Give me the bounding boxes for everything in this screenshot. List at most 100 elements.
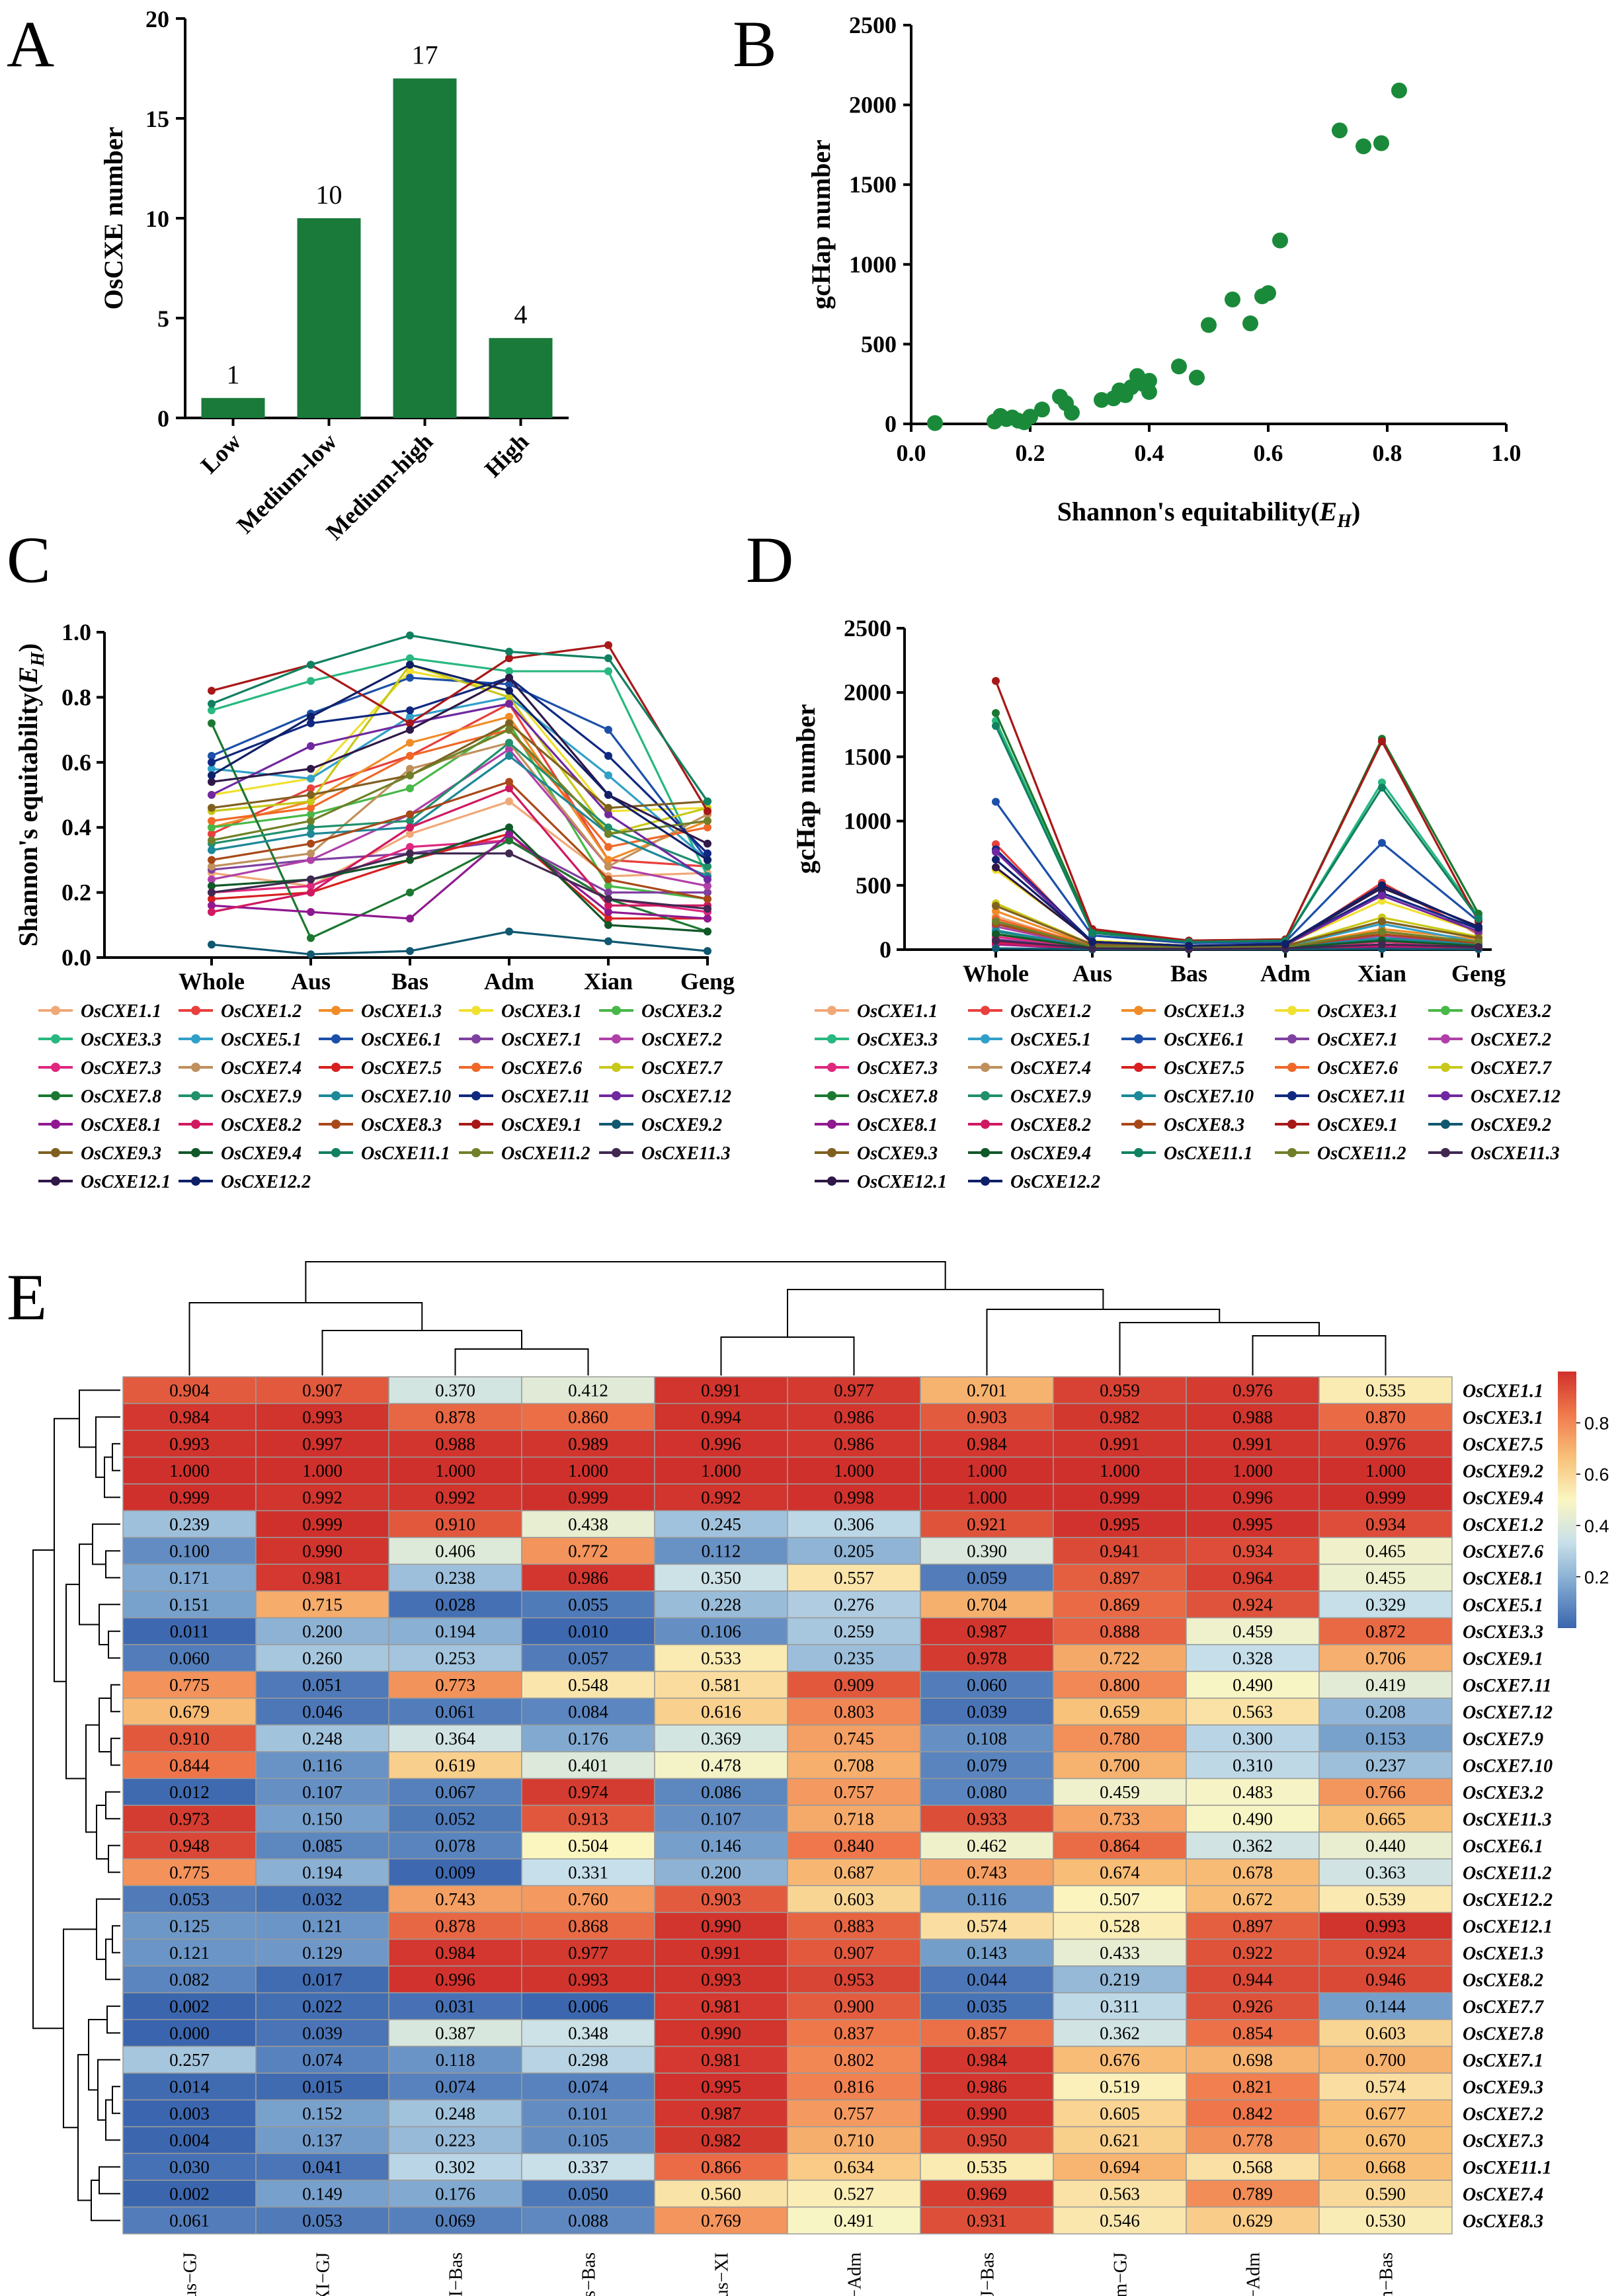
c-series-line <box>211 826 708 933</box>
e-row-label: OsCXE1.2 <box>1463 1515 1543 1536</box>
d-series-point <box>1088 928 1096 937</box>
c-series-point <box>704 927 711 936</box>
d-series-point <box>992 721 1000 730</box>
e-cell-value: 0.362 <box>1233 1836 1273 1856</box>
e-cell <box>1186 2099 1320 2127</box>
e-cell-value: 0.590 <box>1365 2184 1406 2203</box>
e-cell-value: 0.775 <box>169 1675 210 1695</box>
d-series-point <box>992 709 1000 718</box>
e-cell-value: 0.548 <box>568 1675 608 1695</box>
c-legend-label: OsCXE9.2 <box>641 1115 722 1135</box>
d-legend-marker <box>1287 1148 1297 1157</box>
e-cell-value: 0.924 <box>1233 1594 1273 1614</box>
c-series-point <box>307 888 315 897</box>
e-cell-value: 0.563 <box>1233 1702 1273 1721</box>
a-y-axis-label: OsCXE number <box>99 127 128 310</box>
e-cell <box>1318 1751 1453 1780</box>
e-cell-value: 0.300 <box>1233 1729 1273 1748</box>
e-cell-value: 0.678 <box>1233 1862 1273 1882</box>
c-legend-label: OsCXE7.5 <box>361 1058 442 1079</box>
e-cell <box>122 2180 257 2208</box>
e-cell <box>1318 2045 1453 2074</box>
e-cell <box>920 1456 1054 1485</box>
c-legend-marker <box>191 1091 200 1100</box>
d-series-point <box>1378 737 1386 746</box>
e-cell-value: 1.000 <box>302 1461 343 1481</box>
e-cell-value: 0.310 <box>1233 1755 1273 1775</box>
d-x-tick-label: Aus <box>1072 960 1112 987</box>
e-cell-value: 0.978 <box>967 1648 1007 1668</box>
e-cell-value: 0.459 <box>1100 1782 1140 1802</box>
e-cell-value: 0.539 <box>1365 1889 1406 1909</box>
e-cell-value: 0.977 <box>834 1380 874 1400</box>
e-cell <box>1053 2099 1187 2127</box>
e-cell-value: 0.129 <box>302 1943 343 1963</box>
e-cell-value: 0.872 <box>1365 1621 1406 1641</box>
e-cell-value: 0.665 <box>1365 1809 1406 1828</box>
e-cell <box>388 2072 522 2101</box>
e-cell <box>787 1430 921 1458</box>
e-cell-value: 0.146 <box>701 1836 741 1856</box>
e-row-label: OsCXE3.2 <box>1463 1783 1543 1803</box>
c-series-point <box>406 784 414 793</box>
c-legend-marker <box>471 1148 481 1157</box>
e-cell-value: 0.710 <box>834 2130 874 2150</box>
panel-c-line-chart: 0.0 0.2 0.4 0.6 0.8 1.0 Whole Aus Bas Adm Xian Geng… <box>13 619 735 1192</box>
e-cell-value: 0.533 <box>701 1648 741 1668</box>
b-point <box>1355 138 1371 155</box>
e-column-label: Aus−Bas <box>579 2252 600 2296</box>
e-cell <box>521 2180 655 2208</box>
e-cell <box>521 2152 655 2181</box>
b-point <box>1064 405 1080 421</box>
d-series-line <box>994 801 1480 944</box>
c-legend-label: OsCXE7.12 <box>641 1086 731 1107</box>
d-series-point <box>1475 915 1482 923</box>
e-cell-value: 0.009 <box>435 1862 475 1882</box>
d-legend-label: OsCXE3.2 <box>1471 1001 1551 1022</box>
e-row-dendrogram-branch <box>79 1543 99 1625</box>
c-series-point <box>505 751 513 760</box>
e-cell <box>388 1670 522 1699</box>
e-row-label: OsCXE7.5 <box>1463 1434 1543 1455</box>
e-cell-value: 0.704 <box>967 1594 1007 1614</box>
e-cell-value: 0.504 <box>568 1836 608 1856</box>
e-cell <box>1053 1590 1187 1619</box>
e-cell <box>255 1858 389 1887</box>
e-cell <box>122 1456 257 1485</box>
e-cell-value: 0.015 <box>302 2076 343 2096</box>
e-cell <box>920 1563 1054 1592</box>
c-series-point <box>208 686 216 695</box>
d-series-line <box>994 858 1479 947</box>
e-cell-value: 0.055 <box>568 1594 608 1614</box>
c-series-line <box>211 787 708 913</box>
e-cell-value: 0.860 <box>568 1407 608 1427</box>
e-cell-value: 0.017 <box>302 1969 343 1989</box>
e-cell-value: 0.842 <box>1233 2104 1273 2123</box>
c-legend-marker <box>471 1091 481 1100</box>
e-cell-value: 0.011 <box>170 1621 210 1641</box>
e-cell-value: 0.328 <box>1233 1648 1273 1668</box>
e-cell <box>1053 2180 1187 2208</box>
a-x-tick-label: Low <box>196 428 246 478</box>
e-cell <box>255 1938 389 1967</box>
c-legend-marker <box>612 1091 621 1100</box>
e-cell <box>1186 1912 1320 1940</box>
e-row-label: OsCXE6.1 <box>1463 1836 1543 1857</box>
e-cell-value: 0.687 <box>834 1862 874 1882</box>
e-cell <box>388 1805 522 1833</box>
e-cell <box>920 2019 1054 2047</box>
e-cell <box>255 1912 389 1940</box>
e-cell-value: 0.984 <box>967 2050 1007 2070</box>
e-cell <box>1318 1456 1453 1485</box>
c-series-point <box>307 774 315 783</box>
e-cell <box>122 1510 257 1538</box>
e-cell-value: 0.869 <box>1100 1594 1140 1614</box>
e-row-label: OsCXE9.4 <box>1463 1488 1543 1508</box>
e-cell-value: 0.670 <box>1365 2130 1406 2150</box>
c-legend-label: OsCXE1.1 <box>81 1001 161 1022</box>
e-colorbar-tick-label: 0.8 <box>1584 1414 1609 1434</box>
e-cell <box>521 1912 655 1940</box>
b-x-tick-label: 1.0 <box>1492 440 1521 466</box>
e-cell-value: 0.924 <box>1365 1943 1406 1963</box>
d-legend-label: OsCXE1.3 <box>1164 1001 1244 1022</box>
